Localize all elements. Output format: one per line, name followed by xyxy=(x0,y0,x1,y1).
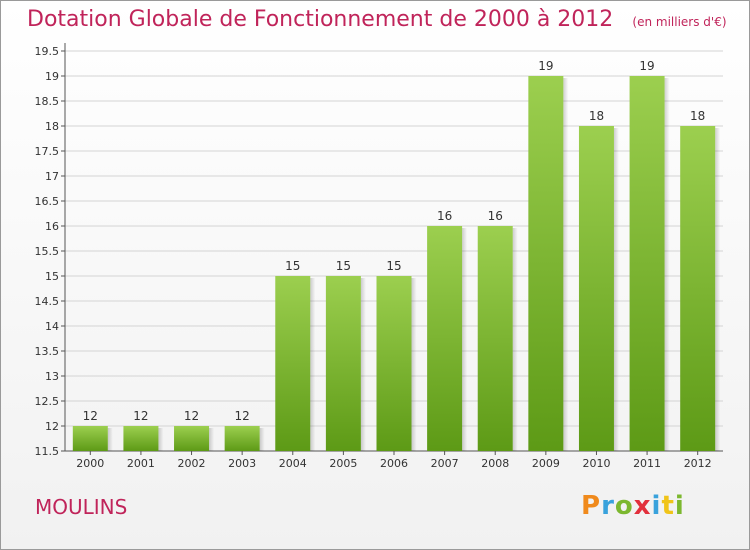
bar xyxy=(72,426,108,451)
bar-value-label: 16 xyxy=(488,209,503,223)
bar-shadow xyxy=(563,78,569,451)
bar-value-label: 12 xyxy=(133,409,148,423)
logo-letter: o xyxy=(614,491,634,521)
bar-shadow xyxy=(310,278,316,451)
x-tick-label: 2001 xyxy=(127,457,155,470)
bar-shadow xyxy=(411,278,417,451)
logo-letter: P xyxy=(581,491,602,521)
bar-shadow xyxy=(209,428,215,451)
x-tick-label: 2000 xyxy=(76,457,104,470)
bar xyxy=(477,226,513,451)
y-tick-label: 17 xyxy=(45,170,59,183)
y-tick-label: 18 xyxy=(45,120,59,133)
town-name: MOULINS xyxy=(35,495,128,519)
logo-letter: i xyxy=(651,491,662,521)
logo-letter: i xyxy=(674,491,685,521)
x-tick-label: 2003 xyxy=(228,457,256,470)
x-tick-label: 2005 xyxy=(329,457,357,470)
bar-value-label: 12 xyxy=(184,409,199,423)
y-tick-label: 19 xyxy=(45,70,59,83)
bar xyxy=(528,76,564,451)
y-tick-label: 11.5 xyxy=(35,445,60,458)
bar-shadow xyxy=(664,78,670,451)
bar xyxy=(325,276,361,451)
x-tick-label: 2008 xyxy=(481,457,509,470)
proxiti-logo: Proxiti xyxy=(581,491,685,521)
bar-value-label: 18 xyxy=(690,109,705,123)
bar-value-label: 18 xyxy=(589,109,604,123)
bar-shadow xyxy=(107,428,113,451)
bar-shadow xyxy=(360,278,366,451)
logo-letter: t xyxy=(661,491,675,521)
logo-letter: x xyxy=(633,491,652,521)
y-tick-label: 18.5 xyxy=(35,95,60,108)
logo-letter: r xyxy=(601,491,615,521)
x-tick-label: 2009 xyxy=(532,457,560,470)
x-tick-label: 2007 xyxy=(431,457,459,470)
bar-value-label: 12 xyxy=(83,409,98,423)
x-tick-label: 2011 xyxy=(633,457,661,470)
y-tick-label: 12 xyxy=(45,420,59,433)
y-tick-label: 13 xyxy=(45,370,59,383)
title-row: Dotation Globale de Fonctionnement de 20… xyxy=(27,7,727,32)
bar xyxy=(275,276,311,451)
chart-title: Dotation Globale de Fonctionnement de 20… xyxy=(27,7,614,32)
x-tick-label: 2006 xyxy=(380,457,408,470)
y-tick-label: 14 xyxy=(45,320,59,333)
bar-value-label: 15 xyxy=(386,259,401,273)
y-tick-label: 13.5 xyxy=(35,345,60,358)
bar-value-label: 16 xyxy=(437,209,452,223)
bar-shadow xyxy=(158,428,164,451)
bar xyxy=(123,426,159,451)
bar-shadow xyxy=(512,228,518,451)
bar xyxy=(578,126,614,451)
bar-value-label: 15 xyxy=(285,259,300,273)
y-tick-label: 15.5 xyxy=(35,245,60,258)
y-tick-label: 16.5 xyxy=(35,195,60,208)
bar xyxy=(174,426,210,451)
bar xyxy=(629,76,665,451)
y-tick-label: 17.5 xyxy=(35,145,60,158)
bar-shadow xyxy=(462,228,468,451)
x-tick-label: 2002 xyxy=(178,457,206,470)
x-tick-label: 2012 xyxy=(684,457,712,470)
bar xyxy=(680,126,716,451)
labels: 11.5 12 12.5 13 13.5 14 14.5 15 15.5 16 16.5 17 17.5… xyxy=(35,45,712,470)
bar-shadow xyxy=(259,428,265,451)
bar-value-label: 19 xyxy=(639,59,654,73)
y-tick-label: 14.5 xyxy=(35,295,60,308)
x-tick-label: 2010 xyxy=(582,457,610,470)
x-tick-label: 2004 xyxy=(279,457,307,470)
y-tick-label: 15 xyxy=(45,270,59,283)
bar-shadow xyxy=(715,128,721,451)
chart-subtitle: (en milliers d'€) xyxy=(632,15,727,29)
y-tick-label: 12.5 xyxy=(35,395,60,408)
bar xyxy=(376,276,412,451)
bar xyxy=(427,226,463,451)
bar-shadow xyxy=(613,128,619,451)
bar-value-label: 12 xyxy=(235,409,250,423)
bar-value-label: 19 xyxy=(538,59,553,73)
bar-value-label: 15 xyxy=(336,259,351,273)
y-tick-label: 19.5 xyxy=(35,45,60,58)
y-tick-label: 16 xyxy=(45,220,59,233)
bar xyxy=(224,426,260,451)
bars xyxy=(72,76,721,451)
